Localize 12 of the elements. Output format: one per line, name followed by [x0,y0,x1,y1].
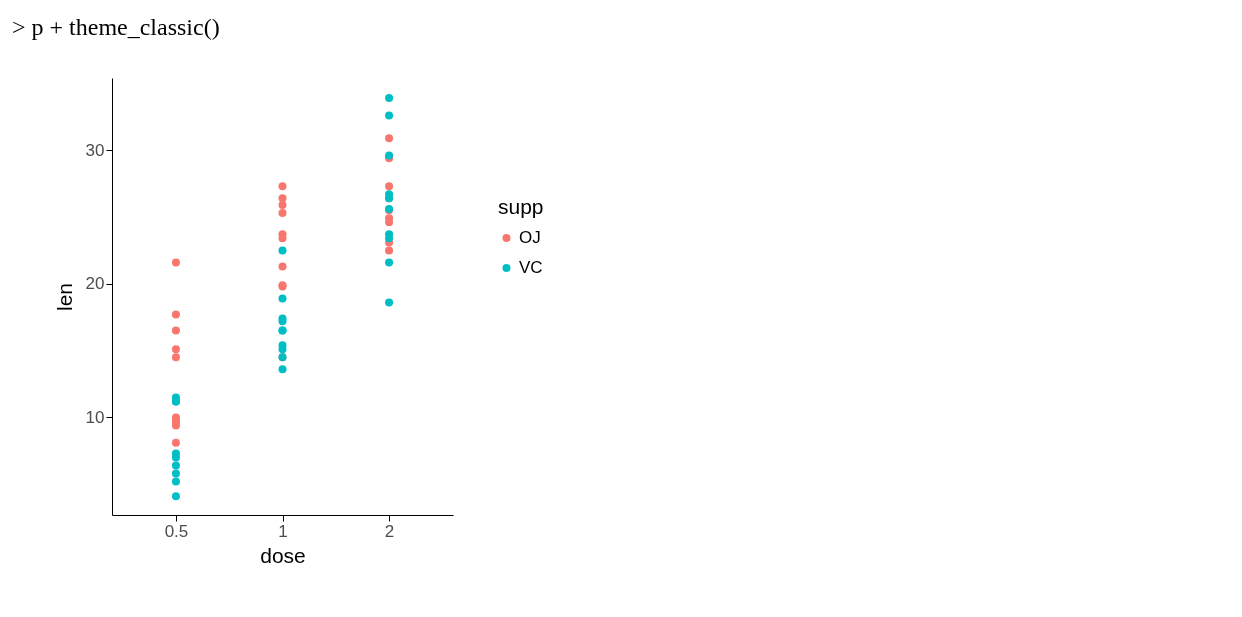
x-tick-label: 2 [384,521,395,541]
y-tick-label: 10 [85,407,105,427]
y-tick-label: 30 [85,140,105,160]
x-tick-label: 1 [278,521,288,541]
y-axis-title: len [52,282,76,312]
x-axis-title: dose [260,543,306,567]
legend-label: OJ [519,228,541,247]
legend-label: VC [519,258,543,277]
chart-title: > p + theme_classic() [12,14,220,40]
y-tick-label: 20 [85,274,105,294]
x-tick-label: 0.5 [164,521,189,541]
legend-title: supp [498,194,544,218]
